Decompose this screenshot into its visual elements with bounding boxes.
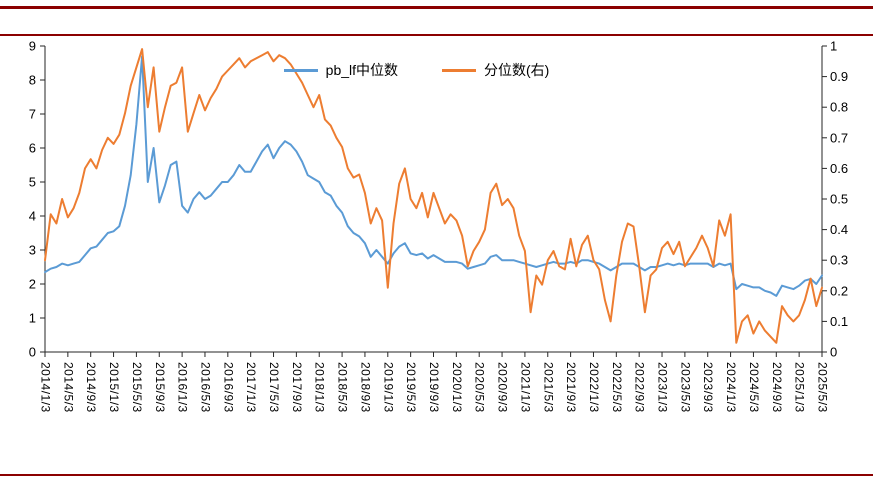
left-axis-tick-label: 2 xyxy=(29,277,36,292)
right-axis-tick-label: 0.6 xyxy=(830,161,848,176)
x-axis-tick-label: 2014/9/3 xyxy=(84,362,98,413)
right-axis-tick-label: 0.7 xyxy=(830,130,848,145)
x-axis-tick-label: 2019/1/3 xyxy=(381,362,395,413)
x-axis-tick-label: 2024/5/3 xyxy=(747,362,761,413)
x-axis-tick-label: 2024/1/3 xyxy=(724,362,738,413)
x-axis-tick-label: 2014/1/3 xyxy=(39,362,53,413)
x-axis-tick-label: 2017/5/3 xyxy=(267,362,281,413)
right-axis-tick-label: 0.9 xyxy=(830,69,848,84)
right-axis-tick-label: 0.2 xyxy=(830,283,848,298)
x-axis-tick-label: 2015/5/3 xyxy=(130,362,144,413)
x-axis-tick-label: 2019/5/3 xyxy=(404,362,418,413)
x-axis-tick-label: 2020/9/3 xyxy=(496,362,510,413)
x-axis-tick-label: 2021/1/3 xyxy=(518,362,532,413)
bottom-rule xyxy=(0,474,873,476)
x-axis-tick-label: 2016/5/3 xyxy=(198,362,212,413)
top-rule-secondary xyxy=(0,34,873,36)
x-axis-tick-label: 2022/1/3 xyxy=(587,362,601,413)
x-axis-tick-label: 2020/1/3 xyxy=(450,362,464,413)
right-axis-tick-label: 0.3 xyxy=(830,253,848,268)
x-axis-tick-label: 2020/5/3 xyxy=(473,362,487,413)
right-axis-tick-label: 0.4 xyxy=(830,222,848,237)
left-axis-tick-label: 7 xyxy=(29,107,36,122)
left-axis-tick-label: 0 xyxy=(29,345,36,360)
left-axis-tick-label: 1 xyxy=(29,311,36,326)
x-axis-tick-label: 2018/5/3 xyxy=(336,362,350,413)
x-axis-tick-label: 2023/9/3 xyxy=(701,362,715,413)
x-axis-tick-label: 2017/9/3 xyxy=(290,362,304,413)
x-axis-tick-label: 2015/9/3 xyxy=(153,362,167,413)
left-axis-tick-label: 5 xyxy=(29,175,36,190)
x-axis-tick-label: 2018/1/3 xyxy=(313,362,327,413)
right-axis-tick-label: 0 xyxy=(830,345,837,360)
x-axis-tick-label: 2017/1/3 xyxy=(244,362,258,413)
x-axis-tick-label: 2024/9/3 xyxy=(770,362,784,413)
x-axis-tick-label: 2015/1/3 xyxy=(107,362,121,413)
x-axis-tick-label: 2014/5/3 xyxy=(61,362,75,413)
x-axis-tick-label: 2018/9/3 xyxy=(358,362,372,413)
chart-svg: 0 1 2 3 4 5 6 7 8 9 0 0.1 0.2 0.3 0.4 0.5 0.6 0.7 0.8 0.9 1 2… xyxy=(29,39,848,413)
x-axis-tick-label: 2016/1/3 xyxy=(176,362,190,413)
x-axis-tick-label: 2025/1/3 xyxy=(793,362,807,413)
left-axis-tick-label: 9 xyxy=(29,39,36,54)
x-axis-tick-label: 2023/5/3 xyxy=(678,362,692,413)
left-axis-tick-label: 4 xyxy=(29,209,36,224)
left-axis-tick-label: 8 xyxy=(29,73,36,88)
x-axis-tick-label: 2016/9/3 xyxy=(221,362,235,413)
x-axis-tick-label: 2019/9/3 xyxy=(427,362,441,413)
x-axis-tick-label: 2021/9/3 xyxy=(564,362,578,413)
x-axis-tick-label: 2021/5/3 xyxy=(541,362,555,413)
left-axis-tick-label: 6 xyxy=(29,141,36,156)
left-axis-tick-label: 3 xyxy=(29,243,36,258)
right-axis-tick-label: 0.8 xyxy=(830,100,848,115)
right-axis-tick-label: 1 xyxy=(830,39,837,54)
right-axis-tick-label: 0.5 xyxy=(830,192,848,207)
x-axis-tick-label: 2022/5/3 xyxy=(610,362,624,413)
x-axis-tick-label: 2023/1/3 xyxy=(656,362,670,413)
series-line-pb-median xyxy=(44,55,823,297)
right-axis-tick-label: 0.1 xyxy=(830,314,848,329)
series-line-percentile xyxy=(44,48,823,344)
x-axis-tick-label: 2025/5/3 xyxy=(816,362,830,413)
x-axis-tick-label: 2022/9/3 xyxy=(633,362,647,413)
top-rule-primary xyxy=(0,6,873,9)
